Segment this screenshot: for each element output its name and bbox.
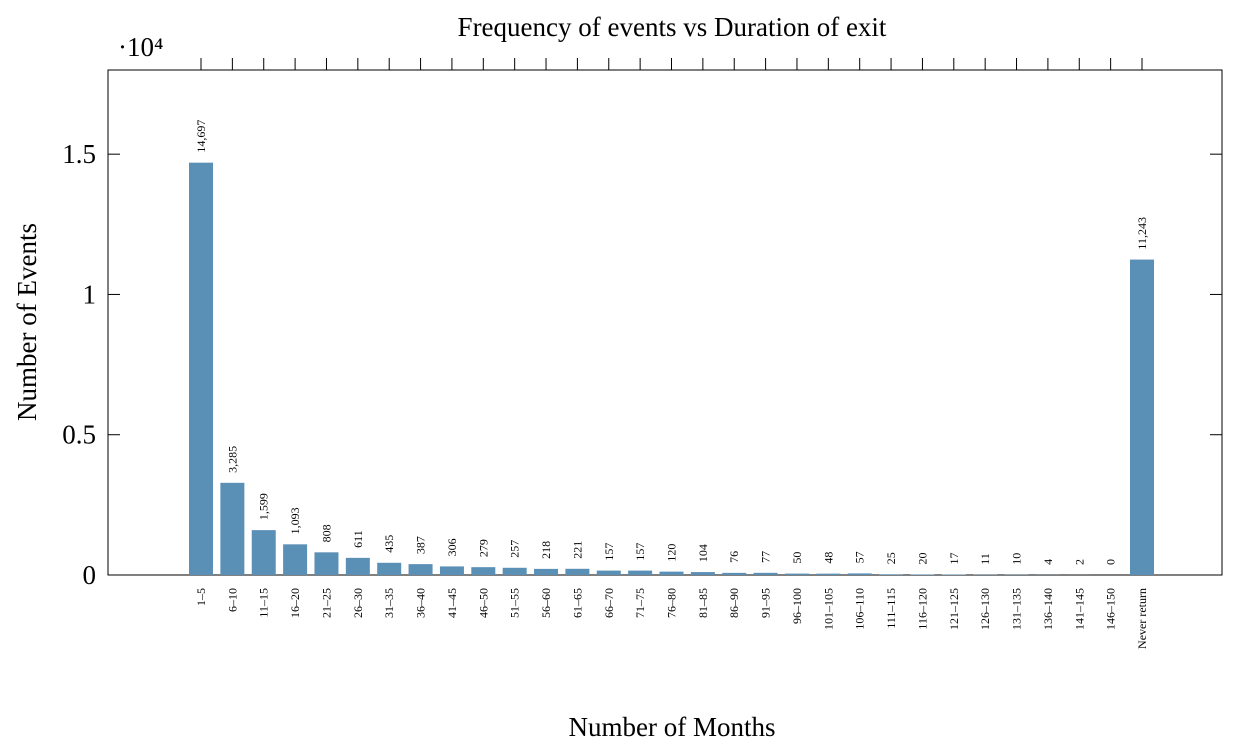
x-tick-label: 6–10 [225, 588, 239, 612]
x-tick-label: 16–20 [288, 588, 302, 618]
bar [659, 571, 684, 575]
bar [471, 567, 496, 575]
x-tick-label: 36–40 [414, 588, 428, 618]
bar [753, 572, 778, 575]
bar [816, 573, 841, 575]
x-tick-label: 81–85 [696, 588, 710, 618]
x-tick-label: 1–5 [194, 588, 208, 606]
x-tick-label: 26–30 [351, 588, 365, 618]
value-label: 157 [602, 543, 616, 561]
x-tick-label: 31–35 [382, 588, 396, 618]
value-label: 104 [696, 544, 710, 562]
bar [502, 567, 527, 575]
bar [408, 564, 433, 575]
value-label: 279 [476, 539, 490, 557]
x-tick-label: 91–95 [759, 588, 773, 618]
value-label: 14,697 [194, 120, 208, 153]
x-tick-label: 141–145 [1072, 588, 1086, 630]
bar [910, 574, 935, 575]
value-label: 25 [884, 552, 898, 564]
x-tick-label: Never return [1135, 588, 1149, 649]
x-tick-label: 121–125 [947, 588, 961, 630]
x-tick-label: 86–90 [727, 588, 741, 618]
x-axis-label: Number of Months [569, 712, 776, 742]
x-tick-label: 136–140 [1041, 588, 1055, 630]
bar [189, 162, 213, 576]
value-label: 20 [915, 552, 929, 564]
value-label: 218 [539, 541, 553, 559]
bar [690, 572, 715, 575]
value-label: 48 [821, 552, 835, 564]
bar [251, 530, 276, 575]
value-label: 57 [853, 551, 867, 563]
value-label: 306 [445, 538, 459, 556]
x-tick-label: 41–45 [445, 588, 459, 618]
y-scale-label: ·10⁴ [118, 32, 163, 62]
value-label: 387 [414, 536, 428, 554]
y-tick-label: 0.5 [62, 420, 96, 450]
value-label: 257 [508, 540, 522, 558]
x-tick-label: 11–15 [257, 588, 271, 618]
value-label: 157 [633, 543, 647, 561]
x-tick-label: 61–65 [570, 588, 584, 618]
x-tick-label: 76–80 [665, 588, 679, 618]
plot-frame [107, 69, 1223, 576]
x-tick-label: 21–25 [319, 588, 333, 618]
value-label: 435 [382, 535, 396, 553]
x-tick-label: 101–105 [821, 588, 835, 630]
value-label: 77 [759, 551, 773, 563]
x-tick-label: 116–120 [915, 588, 929, 630]
value-label: 221 [570, 541, 584, 559]
x-tick-label: 111–115 [884, 588, 898, 629]
x-tick-label: 66–70 [602, 588, 616, 618]
y-tick-label: 1.5 [62, 139, 96, 169]
x-tick-label: 71–75 [633, 588, 647, 618]
bar [439, 566, 464, 575]
value-label: 4 [1041, 559, 1055, 565]
y-axis-label: Number of Events [12, 223, 42, 421]
bar [1130, 259, 1154, 575]
value-label: 50 [790, 552, 804, 564]
value-label: 2 [1072, 559, 1086, 565]
x-tick-label: 131–135 [1010, 588, 1024, 630]
value-label: 1,599 [257, 493, 271, 520]
bar [784, 573, 809, 575]
x-tick-label: 126–130 [978, 588, 992, 630]
value-label: 10 [1010, 553, 1024, 565]
y-tick-label: 0 [83, 560, 97, 590]
y-tick-label: 1 [83, 279, 97, 309]
value-label: 0 [1104, 559, 1118, 565]
value-label: 76 [727, 551, 741, 563]
x-tick-label: 46–50 [476, 588, 490, 618]
x-tick-label: 51–55 [508, 588, 522, 618]
bar [283, 544, 308, 575]
bar [314, 552, 339, 575]
value-label: 3,285 [225, 446, 239, 473]
x-tick-label: 56–60 [539, 588, 553, 618]
chart-title: Frequency of events vs Duration of exit [458, 12, 887, 42]
x-tick-label: 96–100 [790, 588, 804, 624]
bar [565, 568, 590, 575]
bar [879, 574, 904, 575]
bar [220, 482, 245, 575]
x-tick-label: 146–150 [1104, 588, 1118, 630]
x-tick-label: 106–110 [853, 588, 867, 630]
bar [722, 572, 747, 575]
bar [847, 573, 872, 575]
bar [596, 570, 621, 575]
bar [628, 570, 653, 575]
bar [534, 568, 559, 575]
value-label: 11,243 [1135, 217, 1149, 250]
bar [345, 557, 370, 575]
value-label: 120 [665, 544, 679, 562]
bar [377, 562, 402, 575]
value-label: 1,093 [288, 507, 302, 534]
value-label: 17 [947, 553, 961, 565]
value-label: 611 [351, 530, 365, 548]
value-label: 11 [978, 553, 992, 565]
value-label: 808 [319, 524, 333, 542]
